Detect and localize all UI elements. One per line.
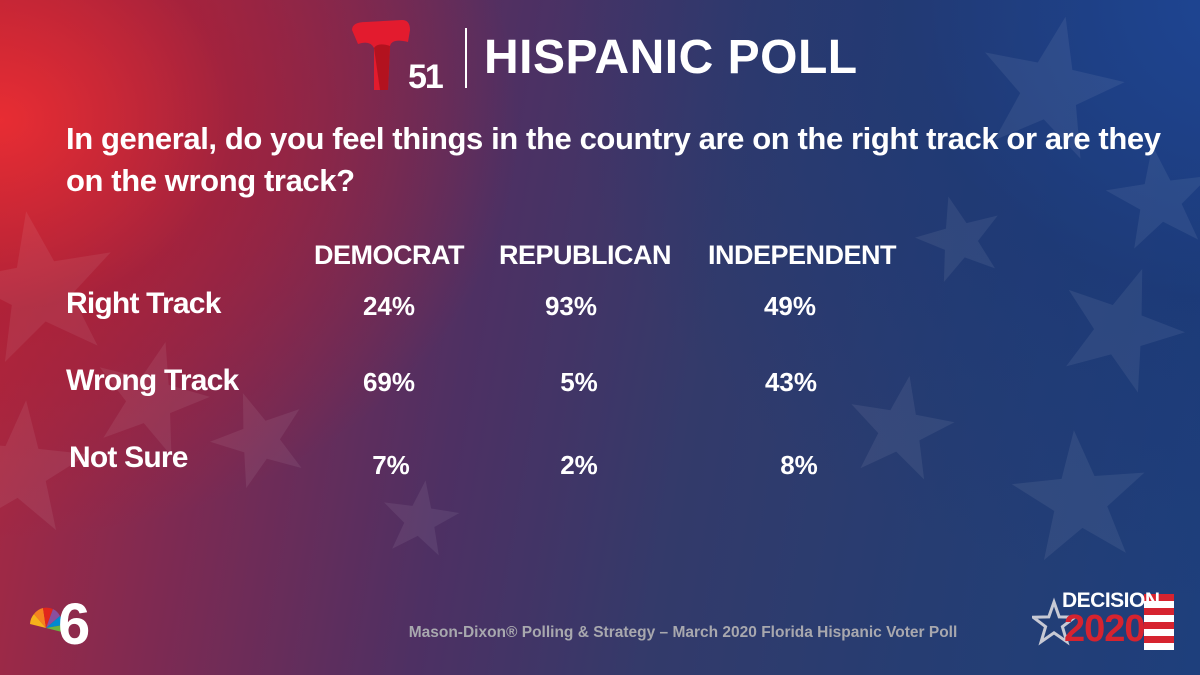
decision-2020-badge: [1032, 594, 1174, 650]
star-icon: [1032, 597, 1080, 646]
badge-line-year: 2020: [1064, 608, 1146, 650]
table-cell: 69%: [362, 367, 416, 397]
source-credit: Mason-Dixon® Polling & Strategy – March …: [408, 624, 958, 641]
row-label-not-sure: Not Sure: [69, 441, 188, 474]
table-cell: 93%: [544, 291, 598, 321]
row-label-wrong-track: Wrong Track: [66, 364, 239, 397]
svg-text:6: 6: [58, 592, 90, 648]
telemundo-t-icon: [352, 20, 410, 90]
station-logo: 51: [352, 20, 452, 96]
badge-line-decision: DECISION: [1062, 589, 1160, 612]
row-label-right-track: Right Track: [66, 287, 221, 320]
poll-question: In general, do you feel things in the co…: [66, 121, 1161, 198]
page-title: HISPANIC POLL: [484, 31, 858, 84]
station-number: 51: [408, 58, 444, 96]
column-header-republican: REPUBLICAN: [499, 240, 672, 270]
table-cell: 7%: [372, 450, 410, 480]
table-cell: 43%: [764, 367, 818, 397]
column-header-independent: INDEPENDENT: [708, 240, 897, 270]
nbc-peacock-6-icon: 6: [30, 592, 90, 648]
header-divider: [465, 28, 467, 88]
table-cell: 24%: [362, 291, 416, 321]
table-cell: 5%: [560, 367, 598, 397]
table-cell: 2%: [560, 450, 598, 480]
table-cell: 49%: [763, 291, 817, 321]
table-cell: 8%: [780, 450, 818, 480]
column-header-democrat: DEMOCRAT: [314, 240, 464, 270]
